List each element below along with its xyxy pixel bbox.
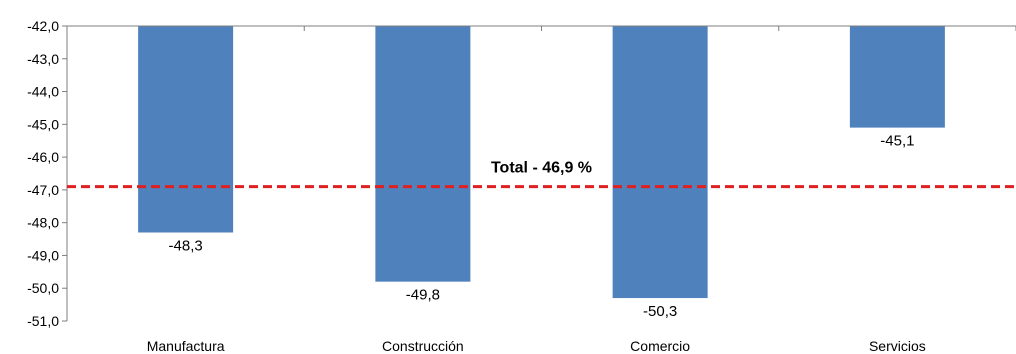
bar-construcción bbox=[375, 26, 471, 282]
y-tick-label: -45,0 bbox=[27, 116, 59, 132]
bar-manufactura bbox=[138, 26, 234, 233]
category-labels-group: Manufactura Construcción Comercio Servicios bbox=[147, 338, 926, 354]
y-tick-label: -43,0 bbox=[27, 51, 59, 67]
category-label: Manufactura bbox=[147, 338, 225, 354]
bar-comercio bbox=[612, 26, 708, 299]
bars-group bbox=[138, 26, 945, 299]
y-ticks-group: -42,0 -43,0 -44,0 -45,0 -46,0 -47,0 -48,0 -49,0… bbox=[27, 18, 67, 329]
category-label: Servicios bbox=[869, 338, 926, 354]
y-tick-label: -46,0 bbox=[27, 149, 59, 165]
bar-servicios bbox=[849, 26, 945, 128]
data-label: -48,3 bbox=[169, 238, 203, 255]
total-reference-label: Total - 46,9 % bbox=[491, 160, 592, 177]
data-label: -50,3 bbox=[643, 303, 677, 320]
y-tick-label: -42,0 bbox=[27, 18, 59, 34]
y-tick-label: -44,0 bbox=[27, 84, 59, 100]
category-label: Comercio bbox=[630, 338, 690, 354]
data-label: -45,1 bbox=[880, 133, 914, 150]
y-tick-label: -50,0 bbox=[27, 280, 59, 296]
y-tick-label: -47,0 bbox=[27, 182, 59, 198]
x-ticks-group bbox=[66, 26, 1016, 31]
data-labels-group: -48,3 -49,8 -50,3 -45,1 bbox=[169, 133, 915, 320]
y-tick-label: -49,0 bbox=[27, 247, 59, 263]
y-tick-label: -48,0 bbox=[27, 215, 59, 231]
category-label: Construcción bbox=[382, 338, 464, 354]
y-tick-label: -51,0 bbox=[27, 313, 59, 329]
data-label: -49,8 bbox=[406, 287, 440, 304]
